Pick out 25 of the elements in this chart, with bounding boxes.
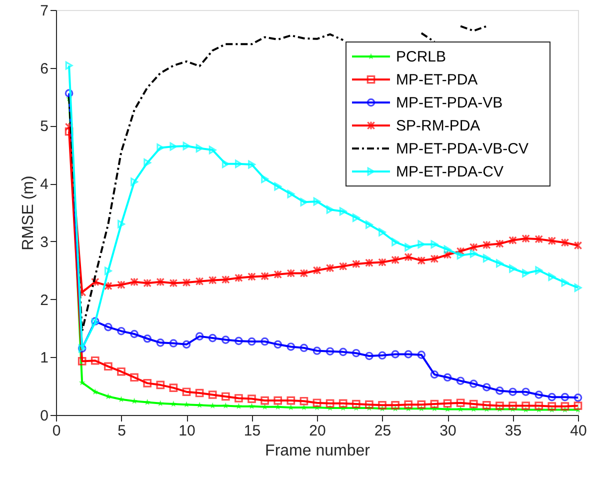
y-tick-label: 0 [40, 408, 48, 424]
y-tick-label: 7 [40, 2, 48, 20]
x-tick-label: 35 [504, 422, 522, 440]
x-tick-label: 20 [309, 422, 326, 440]
y-tick-label: 1 [40, 350, 48, 367]
x-tick-label: 5 [118, 422, 126, 440]
y-tick-label: 4 [40, 176, 48, 194]
x-tick-label: 30 [440, 422, 456, 440]
x-tick-label: 25 [374, 422, 392, 440]
legend-label: PCRLB [396, 48, 446, 66]
legend-label: MP-ET-PDA-CV [396, 164, 504, 180]
legend-label: SP-RM-PDA [396, 118, 480, 134]
y-tick-label: 5 [40, 118, 48, 136]
x-tick-label: 0 [52, 422, 61, 440]
y-tick-label: 2 [40, 292, 48, 309]
y-tick-label: 6 [40, 60, 48, 78]
legend-label: MP-ET-PDA-VB-CV [396, 140, 529, 158]
x-tick-label: 40 [570, 422, 587, 440]
y-axis-title: RMSE (m) [20, 176, 38, 250]
x-tick-label: 10 [178, 422, 196, 440]
legend-label: MP-ET-PDA [396, 72, 478, 88]
y-tick-label: 3 [40, 234, 48, 251]
x-tick-label: 15 [244, 422, 261, 440]
legend-label: MP-ET-PDA-VB [396, 94, 503, 112]
x-axis-title: Frame number [265, 442, 371, 460]
